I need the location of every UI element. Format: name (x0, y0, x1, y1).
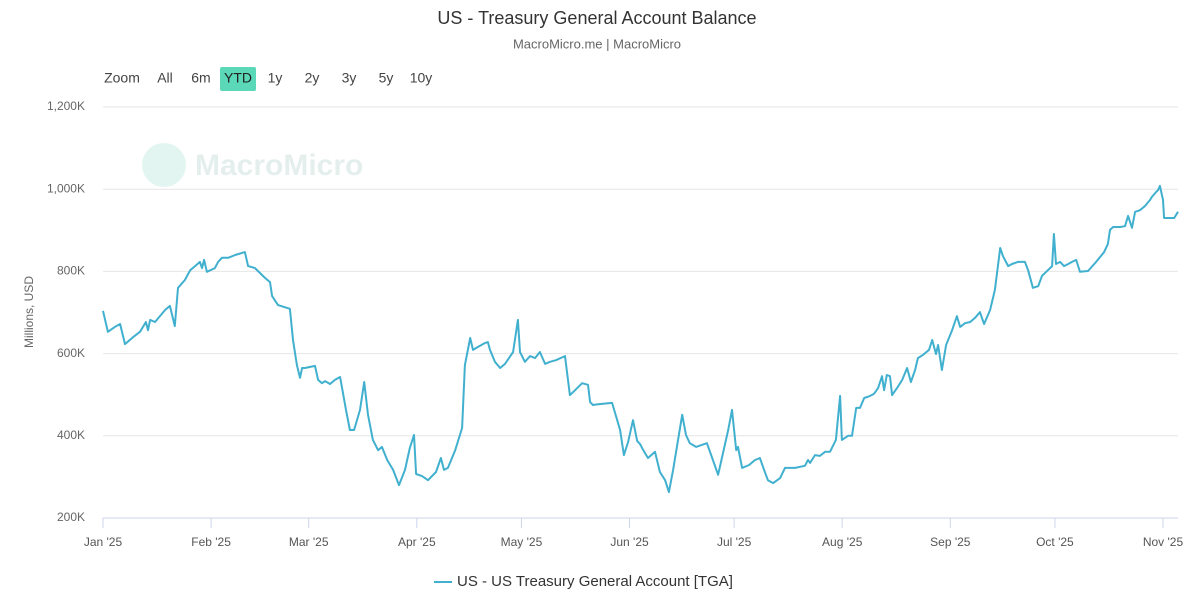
legend-label[interactable]: US - US Treasury General Account [TGA] (457, 573, 733, 590)
y-tick-label: 1,200K (47, 99, 85, 113)
line-series (102, 184, 1179, 494)
watermark: MacroMicro (142, 143, 363, 187)
x-tick-label: Jul '25 (717, 535, 752, 549)
y-tick-label: 200K (57, 510, 85, 524)
y-tick-label: 600K (57, 346, 85, 360)
x-tick-label: May '25 (501, 535, 543, 549)
x-tick-label: Aug '25 (822, 535, 863, 549)
range-button[interactable]: 3y (342, 70, 357, 86)
range-button[interactable]: YTD (220, 67, 256, 91)
y-tick-label: 1,000K (47, 181, 85, 195)
zoom-label: Zoom (104, 70, 140, 86)
range-button-label[interactable]: 5y (379, 70, 394, 86)
y-axis-label: Millions, USD (22, 276, 36, 348)
range-button[interactable]: 2y (305, 70, 320, 86)
range-button[interactable]: All (157, 70, 173, 86)
legend-item[interactable]: US - US Treasury General Account [TGA] (434, 573, 733, 590)
range-button-label[interactable]: YTD (224, 70, 252, 86)
range-button[interactable]: 6m (191, 70, 210, 86)
x-tick-label: Jan '25 (84, 535, 123, 549)
x-tick-label: Oct '25 (1036, 535, 1074, 549)
chart-subtitle: MacroMicro.me | MacroMicro (513, 36, 681, 51)
x-tick-label: Sep '25 (930, 535, 971, 549)
x-tick-label: Mar '25 (289, 535, 329, 549)
chart-title: US - Treasury General Account Balance (437, 8, 756, 28)
range-button-label[interactable]: 1y (268, 70, 283, 86)
watermark-text: MacroMicro (195, 149, 363, 182)
y-tick-label: 800K (57, 264, 85, 278)
range-button-label[interactable]: 6m (191, 70, 210, 86)
range-button-label[interactable]: 10y (410, 70, 433, 86)
y-tick-label: 400K (57, 428, 85, 442)
range-button-bg[interactable] (220, 67, 256, 91)
x-tick-label: Feb '25 (191, 535, 231, 549)
range-button-label[interactable]: 2y (305, 70, 320, 86)
range-button-label[interactable]: All (157, 70, 173, 86)
x-tick-label: Nov '25 (1143, 535, 1184, 549)
range-button[interactable]: 1y (268, 70, 283, 86)
range-button[interactable]: 5y (379, 70, 394, 86)
x-tick-label: Jun '25 (610, 535, 649, 549)
x-tick-label: Apr '25 (398, 535, 436, 549)
range-button-label[interactable]: 3y (342, 70, 357, 86)
range-button[interactable]: 10y (410, 70, 433, 86)
